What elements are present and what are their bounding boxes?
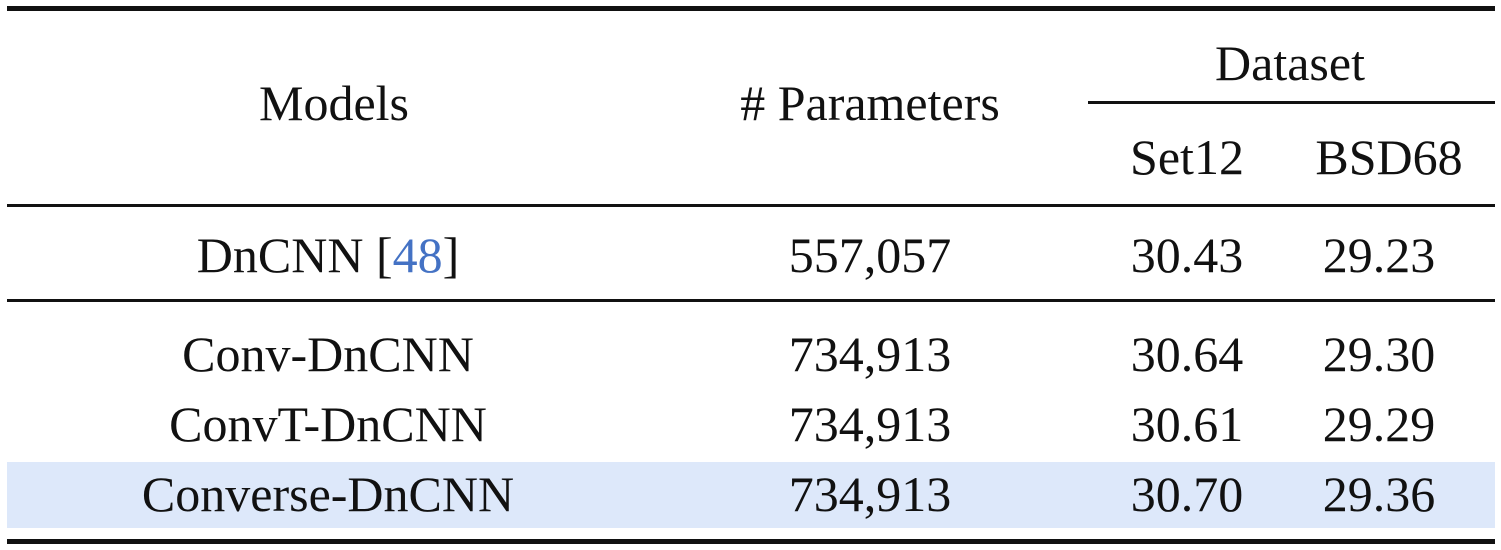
table-cell-params: 557,057 [788, 227, 952, 283]
table-cell-params: 734,913 [788, 396, 952, 452]
table-cell-set12: 30.70 [1130, 466, 1244, 522]
header-models: Models [259, 75, 409, 131]
bottom-rule [7, 539, 1495, 544]
header-bsd68: BSD68 [1315, 129, 1463, 185]
citation-link[interactable]: 48 [392, 227, 443, 283]
table-cell-model: Conv-DnCNN [182, 326, 474, 382]
citation-open: [ [375, 227, 393, 283]
table-row-model: DnCNN [48] [197, 225, 460, 285]
header-parameters: # Parameters [740, 75, 1000, 131]
header-dataset: Dataset [1215, 35, 1365, 91]
table-cell-set12: 30.61 [1130, 396, 1244, 452]
model-name: DnCNN [196, 227, 364, 283]
header-rule [7, 204, 1495, 207]
table-cell-bsd68: 29.29 [1322, 396, 1436, 452]
table-cell-model: ConvT-DnCNN [169, 396, 487, 452]
table-cell-bsd68: 29.23 [1322, 227, 1436, 283]
table-cell-set12: 30.64 [1130, 326, 1244, 382]
dataset-subrule [1088, 101, 1495, 104]
table-cell-bsd68: 29.30 [1322, 326, 1436, 382]
table-cell-model: Converse-DnCNN [141, 466, 515, 522]
header-set12: Set12 [1130, 129, 1244, 185]
table-cell-set12: 30.43 [1130, 227, 1244, 283]
top-rule [7, 6, 1495, 11]
highlight-row-background [7, 462, 1495, 528]
table-cell-params: 734,913 [788, 326, 952, 382]
table-cell-bsd68: 29.36 [1322, 466, 1436, 522]
citation-close: ] [442, 227, 460, 283]
section-rule [7, 299, 1495, 302]
table-cell-params: 734,913 [788, 466, 952, 522]
